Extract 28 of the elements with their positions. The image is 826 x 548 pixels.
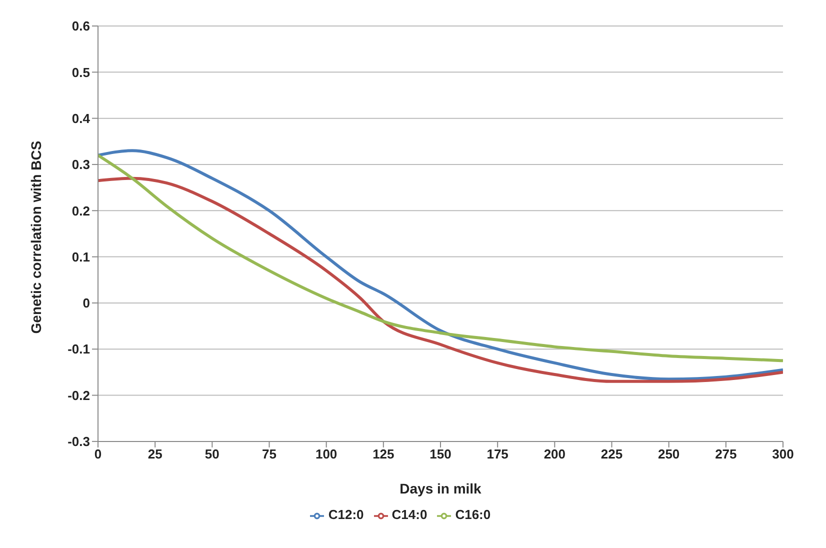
y-tick-label: 0.1 xyxy=(72,249,90,264)
x-tick-label: 125 xyxy=(372,446,394,462)
x-tick-label: 50 xyxy=(204,446,220,462)
x-tick-label: 75 xyxy=(262,446,276,462)
x-tick-label: 100 xyxy=(315,446,338,462)
y-tick-label: 0.2 xyxy=(72,203,90,218)
y-axis-title: Genetic correlation with BCS xyxy=(28,140,44,334)
y-tick-label: -0.3 xyxy=(68,434,90,450)
x-tick-label: 25 xyxy=(148,446,162,462)
y-tick-label: 0.5 xyxy=(72,64,90,80)
x-tick-label: 300 xyxy=(772,446,794,462)
legend-label: C12:0 xyxy=(328,507,364,522)
y-tick-label: -0.1 xyxy=(68,342,90,357)
x-axis-title: Days in milk xyxy=(400,480,482,496)
y-tick-label: 0.6 xyxy=(72,18,90,34)
legend-label: C16:0 xyxy=(455,507,491,522)
x-tick-label: 225 xyxy=(600,446,623,462)
y-tick-label: 0.3 xyxy=(72,157,90,172)
x-tick-label: 250 xyxy=(658,446,680,462)
x-tick-label: 175 xyxy=(486,446,508,462)
x-tick-label: 150 xyxy=(430,446,452,462)
x-tick-label: 0 xyxy=(94,446,102,462)
y-tick-label: 0.4 xyxy=(72,110,91,126)
x-tick-label: 275 xyxy=(715,446,737,462)
y-tick-label: -0.2 xyxy=(68,388,90,403)
legend-label: C14:0 xyxy=(392,507,428,522)
x-tick-label: 200 xyxy=(544,446,566,462)
y-tick-label: 0 xyxy=(82,296,90,311)
